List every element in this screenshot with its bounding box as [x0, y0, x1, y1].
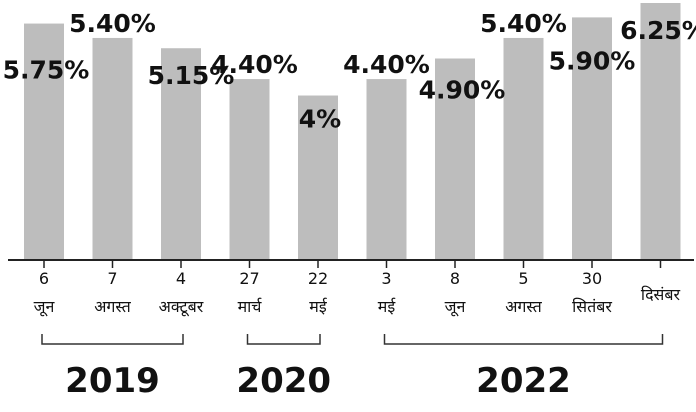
- data-label-3: 4.40%: [211, 50, 298, 79]
- tick-label-day-0: 6: [39, 269, 49, 288]
- year-label-2022: 2022: [476, 361, 571, 401]
- tick-label-day-7: 5: [518, 269, 528, 288]
- year-label-2020: 2020: [236, 361, 331, 401]
- year-bracket-2020: [246, 334, 321, 345]
- tick-label-month-2: अक्टूबर: [159, 297, 204, 317]
- bar-9: [640, 3, 681, 260]
- year-label-2019: 2019: [65, 361, 160, 401]
- bar-8: [572, 17, 612, 261]
- bar-7: [503, 37, 544, 261]
- tick-label-month-8: सितंबर: [572, 297, 612, 316]
- tick-label-day-6: 8: [450, 269, 460, 288]
- bar-5: [366, 79, 407, 261]
- x-ticks-group: 6 जून 7 अगस्त 4 अक्टूबर 27 मार्च 22 मई 3 मई 8 जून 5 अगस…: [34, 260, 681, 317]
- tick-label-day-3: 27: [239, 269, 259, 288]
- tick-label-day-5: 3: [381, 269, 391, 288]
- bar-3: [229, 79, 270, 261]
- year-bracket-2022: [383, 334, 664, 345]
- bar-0: [24, 23, 64, 261]
- bar-6: [435, 58, 475, 261]
- tick-label-day-2: 4: [176, 269, 186, 288]
- data-label-0: 5.75%: [3, 56, 90, 85]
- data-labels-group: 5.75%5.40%5.15%4.40%4%4.40%4.90%5.40%5.9…: [3, 9, 696, 134]
- data-label-6: 4.90%: [419, 76, 506, 105]
- data-label-4: 4%: [299, 105, 341, 134]
- data-label-8: 5.90%: [549, 46, 636, 75]
- tick-label-month-5: मई: [378, 297, 397, 316]
- data-label-9: 6.25%: [620, 16, 696, 45]
- tick-label-day-1: 7: [107, 269, 117, 288]
- bar-2: [161, 48, 201, 261]
- data-label-5: 4.40%: [343, 50, 430, 79]
- tick-label-month-7: अगस्त: [505, 297, 542, 316]
- data-label-1: 5.40%: [69, 9, 156, 38]
- tick-label-day-8: 30: [582, 269, 602, 288]
- tick-label-month-1: अगस्त: [94, 297, 131, 316]
- year-bracket-2019: [41, 334, 184, 345]
- bar-1: [92, 37, 133, 261]
- bar-4: [298, 95, 338, 261]
- bars-group: [24, 3, 681, 261]
- data-label-2: 5.15%: [148, 61, 235, 90]
- tick-label-month-9: दिसंबर: [641, 285, 681, 304]
- tick-label-month-4: मई: [309, 297, 328, 316]
- tick-label-month-0: जून: [34, 297, 56, 317]
- tick-label-month-3: मार्च: [238, 297, 263, 316]
- data-label-7: 5.40%: [480, 9, 567, 38]
- tick-label-month-6: जून: [445, 297, 467, 317]
- year-groups: 2019 2020 2022: [41, 334, 664, 401]
- tick-label-day-4: 22: [308, 269, 328, 288]
